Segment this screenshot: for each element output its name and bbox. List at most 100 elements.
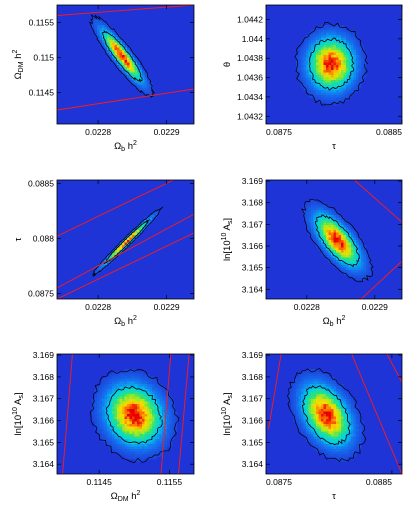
contour-95 xyxy=(89,369,180,464)
constraint-line-3 xyxy=(57,232,194,299)
panel-frame xyxy=(265,353,403,475)
y-tick-label: 3.164 xyxy=(242,459,264,469)
constraint-line-1 xyxy=(268,354,282,430)
density-heatmap xyxy=(296,25,367,106)
y-tick-label: 0.115 xyxy=(33,53,54,63)
y-tick-label: 0.0885 xyxy=(28,178,54,188)
contour-95 xyxy=(301,198,374,283)
x-tick-label: 0.0228 xyxy=(294,302,320,312)
y-tick-label: 3.166 xyxy=(33,416,55,426)
panel-1: 0.0228 0.0229 0.1145 0.115 0.1155 Ωb h2 ΩDM h2 xyxy=(12,4,195,153)
y-tick-label: 0.1155 xyxy=(29,18,55,28)
y-axis-label: ln[1010 As] xyxy=(221,218,234,261)
confidence-contours xyxy=(89,369,180,464)
panel-5: 0.1145 0.1155 3.164 3.165 3.166 3.167 3.168 3.1… xyxy=(12,350,195,503)
y-axis-label: τ xyxy=(13,237,24,241)
contour-68 xyxy=(105,385,163,445)
y-tick-label: 0.0875 xyxy=(28,288,54,298)
y-tick-label: 1.0436 xyxy=(237,73,263,83)
constraint-line-1 xyxy=(62,354,73,474)
y-tick-label: 1.0442 xyxy=(237,15,263,25)
x-axis-label: ΩDM h2 xyxy=(111,490,141,503)
contour-68 xyxy=(309,37,355,91)
contour-68 xyxy=(101,29,143,83)
y-tick-label: 1.044 xyxy=(242,34,264,44)
x-tick-label: 0.0875 xyxy=(266,477,292,487)
x-tick-label: 0.1155 xyxy=(157,477,183,487)
y-tick-label: 0.088 xyxy=(33,233,55,243)
constraint-line-1 xyxy=(354,180,402,223)
confidence-contours xyxy=(294,22,369,106)
y-tick-label: 3.168 xyxy=(242,198,264,208)
panel-6: 0.0875 0.0885 3.164 3.165 3.166 3.167 3.168 3.1… xyxy=(221,350,403,502)
y-axis-label: θ xyxy=(222,62,233,67)
contour-95 xyxy=(287,367,366,463)
constraint-line-1 xyxy=(57,5,194,16)
y-tick-label: 3.167 xyxy=(33,394,55,404)
density-heatmap xyxy=(92,17,155,96)
x-tick-label: 0.0228 xyxy=(85,302,111,312)
panel-frame xyxy=(265,4,403,125)
panel-frame xyxy=(56,179,195,300)
y-tick-label: 3.165 xyxy=(242,437,264,447)
contour-68 xyxy=(301,385,351,445)
x-axis-label: τ xyxy=(332,491,336,502)
y-tick-label: 1.0438 xyxy=(237,53,263,63)
y-axis-label: ln[1010 As] xyxy=(12,393,25,436)
y-tick-label: 3.168 xyxy=(242,372,264,382)
x-tick-label: 0.0229 xyxy=(362,302,388,312)
contour-95 xyxy=(294,22,369,106)
y-tick-label: 3.165 xyxy=(242,263,264,273)
confidence-contours xyxy=(301,198,374,283)
constraint-line-2 xyxy=(360,260,402,299)
y-tick-label: 3.169 xyxy=(242,176,264,186)
x-axis-label: τ xyxy=(332,141,336,152)
x-tick-label: 0.0228 xyxy=(85,127,111,137)
x-axis-label: Ωb h2 xyxy=(323,315,346,328)
panel-4: 0.0228 0.0229 3.164 3.165 3.166 3.167 3.168 3.1… xyxy=(221,176,403,328)
y-axis-label: ΩDM h2 xyxy=(12,49,25,79)
confidence-contours xyxy=(287,367,366,463)
constraint-line-2 xyxy=(351,354,402,474)
confidence-contours xyxy=(89,14,155,98)
y-axis-label: ln[1010 As] xyxy=(221,393,234,436)
panel-frame xyxy=(56,353,195,475)
y-tick-label: 3.167 xyxy=(242,394,264,404)
x-axis-label: Ωb h2 xyxy=(114,140,137,153)
y-tick-label: 3.166 xyxy=(242,416,264,426)
y-tick-label: 3.164 xyxy=(33,459,55,469)
y-tick-label: 3.164 xyxy=(242,284,264,294)
y-tick-label: 3.165 xyxy=(33,437,55,447)
constraint-line-3 xyxy=(178,354,190,474)
panel-frame xyxy=(265,179,403,300)
constraint-line-3 xyxy=(386,354,402,383)
x-axis-label: Ωb h2 xyxy=(114,315,137,328)
y-tick-label: 1.0432 xyxy=(237,111,263,121)
x-tick-label: 0.0885 xyxy=(376,127,402,137)
x-tick-label: 0.0229 xyxy=(154,127,180,137)
x-tick-label: 0.0229 xyxy=(154,302,180,312)
panel-3: 0.0228 0.0229 0.0875 0.088 0.0885 Ωb h2 τ xyxy=(13,178,195,328)
constraint-line-1 xyxy=(57,180,175,237)
confidence-contours xyxy=(91,206,164,277)
constraint-line-2 xyxy=(57,213,194,289)
x-tick-label: 0.1145 xyxy=(86,477,112,487)
contour-68 xyxy=(103,218,150,265)
constraint-line-2 xyxy=(160,354,172,474)
y-tick-label: 3.167 xyxy=(242,219,264,229)
y-tick-label: 1.0434 xyxy=(237,92,263,102)
contour-95 xyxy=(89,14,155,98)
panel-frame xyxy=(56,4,195,125)
density-heatmap xyxy=(288,369,364,462)
y-tick-label: 3.166 xyxy=(242,241,264,251)
y-tick-label: 0.1145 xyxy=(29,88,55,98)
x-tick-label: 0.0875 xyxy=(266,127,292,137)
panel-2: 0.0875 0.0885 1.0432 1.0434 1.0436 1.0438 1.04… xyxy=(222,4,403,152)
contour-68 xyxy=(315,214,360,268)
contour-95 xyxy=(91,206,164,277)
x-tick-label: 0.0885 xyxy=(366,477,392,487)
constraint-line-2 xyxy=(57,88,194,111)
y-tick-label: 3.168 xyxy=(33,372,55,382)
y-tick-label: 3.169 xyxy=(33,350,55,360)
